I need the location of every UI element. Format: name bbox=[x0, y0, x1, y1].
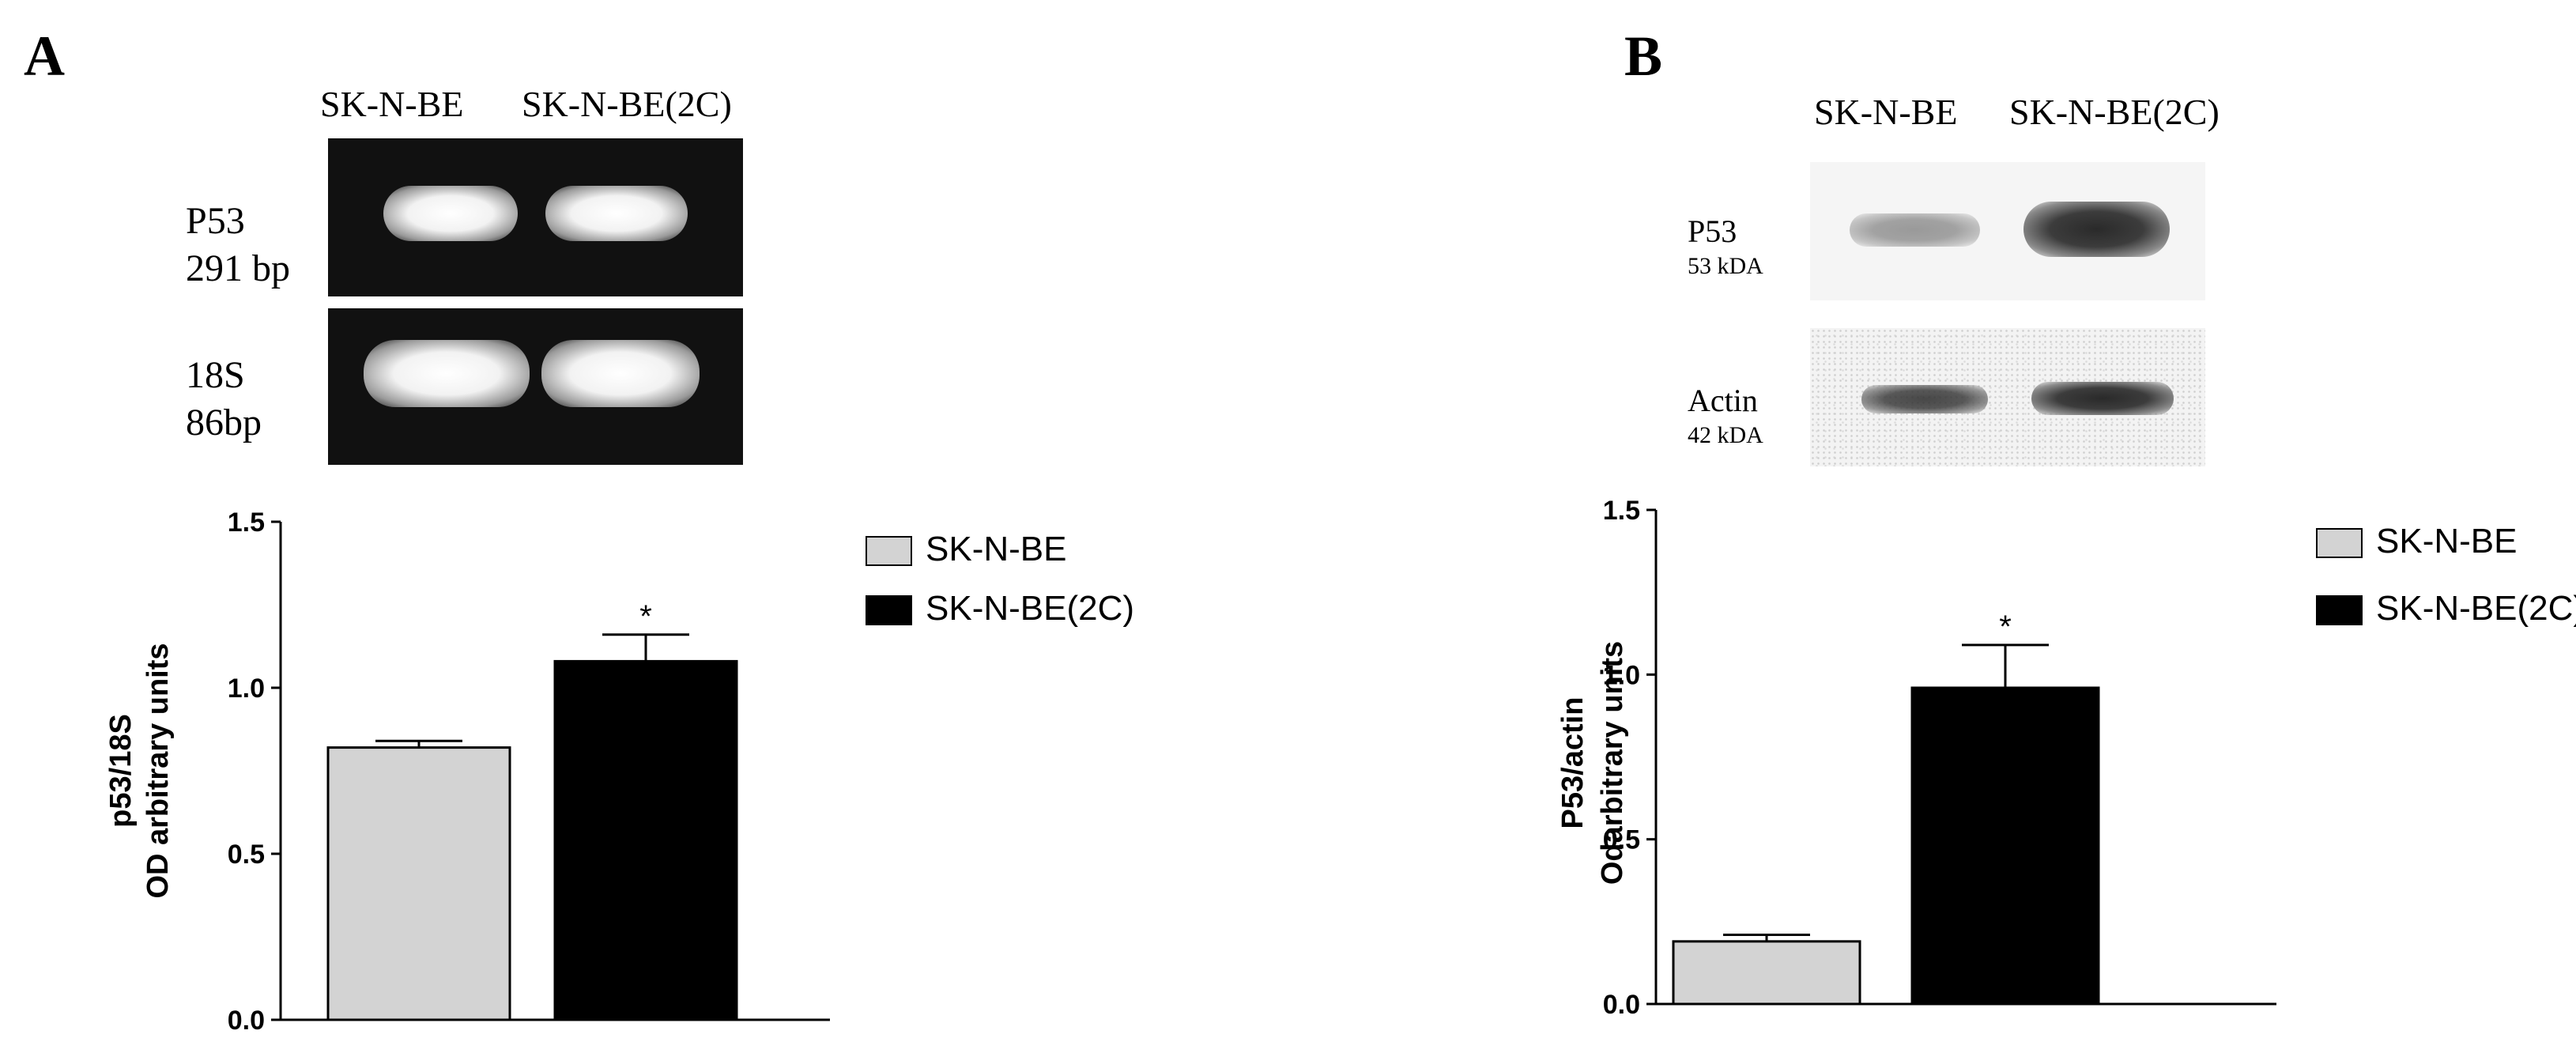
legend-swatch-sk-n-be bbox=[866, 536, 912, 566]
gel-row-size: 291 bp bbox=[186, 247, 290, 289]
y-axis-label: OD arbitrary units bbox=[141, 643, 175, 898]
bar bbox=[553, 659, 738, 1021]
lane-label-sk-n-be: SK-N-BE bbox=[320, 84, 464, 124]
significance-marker: * bbox=[1999, 610, 2012, 644]
gel-row-label-18s: 18S 86bp bbox=[186, 352, 262, 447]
gel-band bbox=[545, 186, 688, 241]
y-axis-label: P53/actin bbox=[1556, 697, 1590, 829]
blot-band bbox=[2023, 202, 2170, 257]
bar bbox=[326, 746, 511, 1021]
panel-b: B SK-N-BE SK-N-BE(2C) P53 53 kDA Actin 4… bbox=[1288, 0, 2576, 1053]
y-tick-label: 0.5 bbox=[1603, 825, 1640, 855]
blot-row-name: Actin bbox=[1688, 383, 1758, 418]
blot-row-size: 53 kDA bbox=[1688, 253, 1763, 279]
panel-a: A SK-N-BE SK-N-BE(2C) P53 291 bp 18S 86b… bbox=[24, 25, 1135, 1036]
legend-label-sk-n-be: SK-N-BE bbox=[2376, 522, 2518, 560]
lane-label-sk-n-be-2c: SK-N-BE(2C) bbox=[2009, 92, 2220, 132]
bar bbox=[1672, 940, 1861, 1006]
bar bbox=[1910, 686, 2100, 1006]
lane-label-sk-n-be-2c: SK-N-BE(2C) bbox=[522, 84, 732, 124]
blot-row-size: 42 kDA bbox=[1688, 422, 1763, 448]
blot-row-name: P53 bbox=[1688, 213, 1737, 249]
gel-image-p53 bbox=[328, 138, 743, 296]
legend-label-sk-n-be: SK-N-BE bbox=[926, 530, 1067, 568]
legend-swatch-sk-n-be-2c bbox=[2316, 595, 2363, 625]
western-blot-actin bbox=[1810, 328, 2205, 466]
western-blot-p53 bbox=[1810, 162, 2205, 300]
y-tick-label: 1.0 bbox=[228, 674, 265, 704]
lane-label-sk-n-be: SK-N-BE bbox=[1814, 92, 1958, 132]
y-tick-label: 0.0 bbox=[1603, 990, 1640, 1020]
panel-letter-a: A bbox=[24, 25, 65, 88]
blot-band bbox=[1850, 213, 1980, 247]
significance-marker: * bbox=[639, 599, 652, 634]
y-axis-label: Odarbitrary units bbox=[1596, 641, 1629, 885]
blot-row-label-actin: Actin 42 kDA bbox=[1688, 381, 1763, 451]
legend-swatch-sk-n-be-2c bbox=[866, 595, 912, 625]
gel-band bbox=[383, 186, 518, 241]
legend-swatch-sk-n-be bbox=[2316, 528, 2363, 558]
y-axis-label: p53/18S bbox=[104, 714, 138, 828]
gel-row-label-p53: P53 291 bp bbox=[186, 198, 290, 292]
bar-chart-b: 0.0 0.5 1.0 1.5 * P53/actin Odarbitrary units bbox=[1556, 496, 2276, 1020]
panel-letter-b: B bbox=[1624, 25, 1663, 88]
gel-image-18s bbox=[328, 308, 743, 465]
y-tick-label: 1.5 bbox=[228, 508, 265, 538]
y-tick-label: 0.0 bbox=[228, 1006, 265, 1036]
bar-chart-a: 0.0 0.5 1.0 1.5 * p53/18S OD arbitrary units bbox=[104, 508, 830, 1036]
blot-row-label-p53: P53 53 kDA bbox=[1688, 212, 1763, 281]
y-tick-label: 1.5 bbox=[1603, 496, 1640, 526]
gel-band bbox=[364, 340, 530, 407]
blot-band bbox=[1861, 385, 1988, 413]
gel-row-size: 86bp bbox=[186, 402, 262, 443]
legend-label-sk-n-be-2c: SK-N-BE(2C) bbox=[2376, 589, 2576, 628]
gel-band bbox=[541, 340, 700, 407]
y-tick-label: 0.5 bbox=[228, 840, 265, 870]
gel-row-name: 18S bbox=[186, 354, 245, 396]
y-tick-label: 1.0 bbox=[1603, 660, 1640, 690]
legend-label-sk-n-be-2c: SK-N-BE(2C) bbox=[926, 589, 1135, 628]
gel-row-name: P53 bbox=[186, 200, 245, 242]
blot-band bbox=[2031, 382, 2174, 415]
